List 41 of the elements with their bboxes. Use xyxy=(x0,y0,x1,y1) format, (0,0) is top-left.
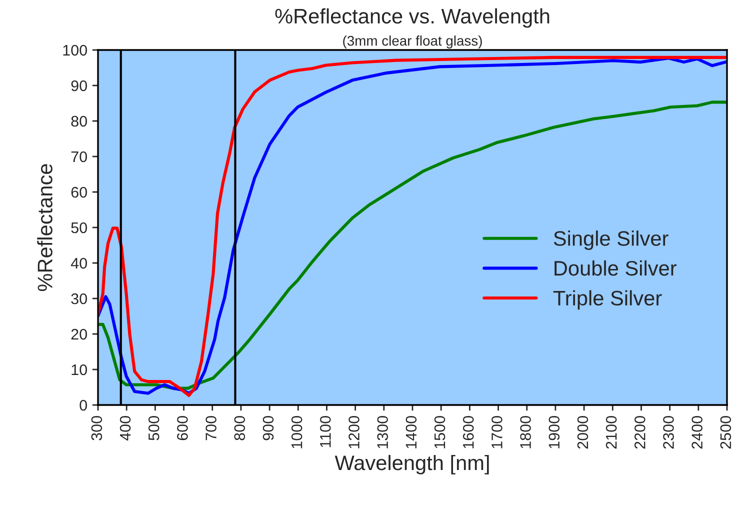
x-tick-label: 2500 xyxy=(720,416,732,449)
x-axis-title: Wavelength [nm] xyxy=(334,454,489,474)
y-tick-label: 10 xyxy=(72,364,87,376)
x-tick-label: 1500 xyxy=(434,416,446,448)
legend-label: Single Silver xyxy=(554,230,668,250)
y-tick-label: 80 xyxy=(71,116,87,127)
chart-subtitle: (3mm clear float glass) xyxy=(343,36,482,48)
x-tick-label: 900 xyxy=(262,416,274,440)
y-tick-label: 0 xyxy=(80,400,87,411)
legend-label: Double Silver xyxy=(554,260,676,276)
x-tick-label: 1900 xyxy=(548,416,560,448)
x-tick-label: 500 xyxy=(148,416,160,440)
x-tick-label: 1800 xyxy=(520,416,531,448)
y-tick-label: 30 xyxy=(71,293,87,304)
x-tick-label: 1700 xyxy=(492,416,502,448)
x-tick-label: 1200 xyxy=(348,416,360,448)
y-axis-title: %Reflectance xyxy=(37,164,52,292)
x-tick-label: 1600 xyxy=(462,416,474,448)
y-tick-label: 70 xyxy=(71,151,87,162)
x-tick-label: 1100 xyxy=(320,416,331,448)
chart-title: %Reflectance vs. Wavelength xyxy=(275,8,550,28)
x-tick-label: 2400 xyxy=(692,416,703,449)
x-tick-label: 400 xyxy=(120,416,131,441)
y-tick-label: 60 xyxy=(71,186,87,198)
x-tick-label: 1300 xyxy=(377,416,388,448)
x-tick-label: 2100 xyxy=(606,416,617,449)
x-tick-label: 700 xyxy=(206,416,216,440)
x-tick-label: 1000 xyxy=(291,416,302,448)
y-tick-label: 50 xyxy=(71,222,87,234)
y-tick-label: 90 xyxy=(71,80,87,92)
x-tick-label: 300 xyxy=(91,416,102,440)
legend-label: Triple Silver xyxy=(553,290,662,310)
x-tick-label: 1400 xyxy=(406,416,417,448)
y-tick-label: 100 xyxy=(63,44,87,56)
x-tick-label: 800 xyxy=(234,416,246,440)
x-tick-label: 2000 xyxy=(577,416,588,449)
x-tick-label: 2300 xyxy=(663,416,674,449)
y-tick-label: 20 xyxy=(71,328,87,340)
x-tick-label: 2200 xyxy=(634,416,646,449)
y-tick-label: 40 xyxy=(70,258,87,269)
x-tick-label: 600 xyxy=(177,416,188,440)
